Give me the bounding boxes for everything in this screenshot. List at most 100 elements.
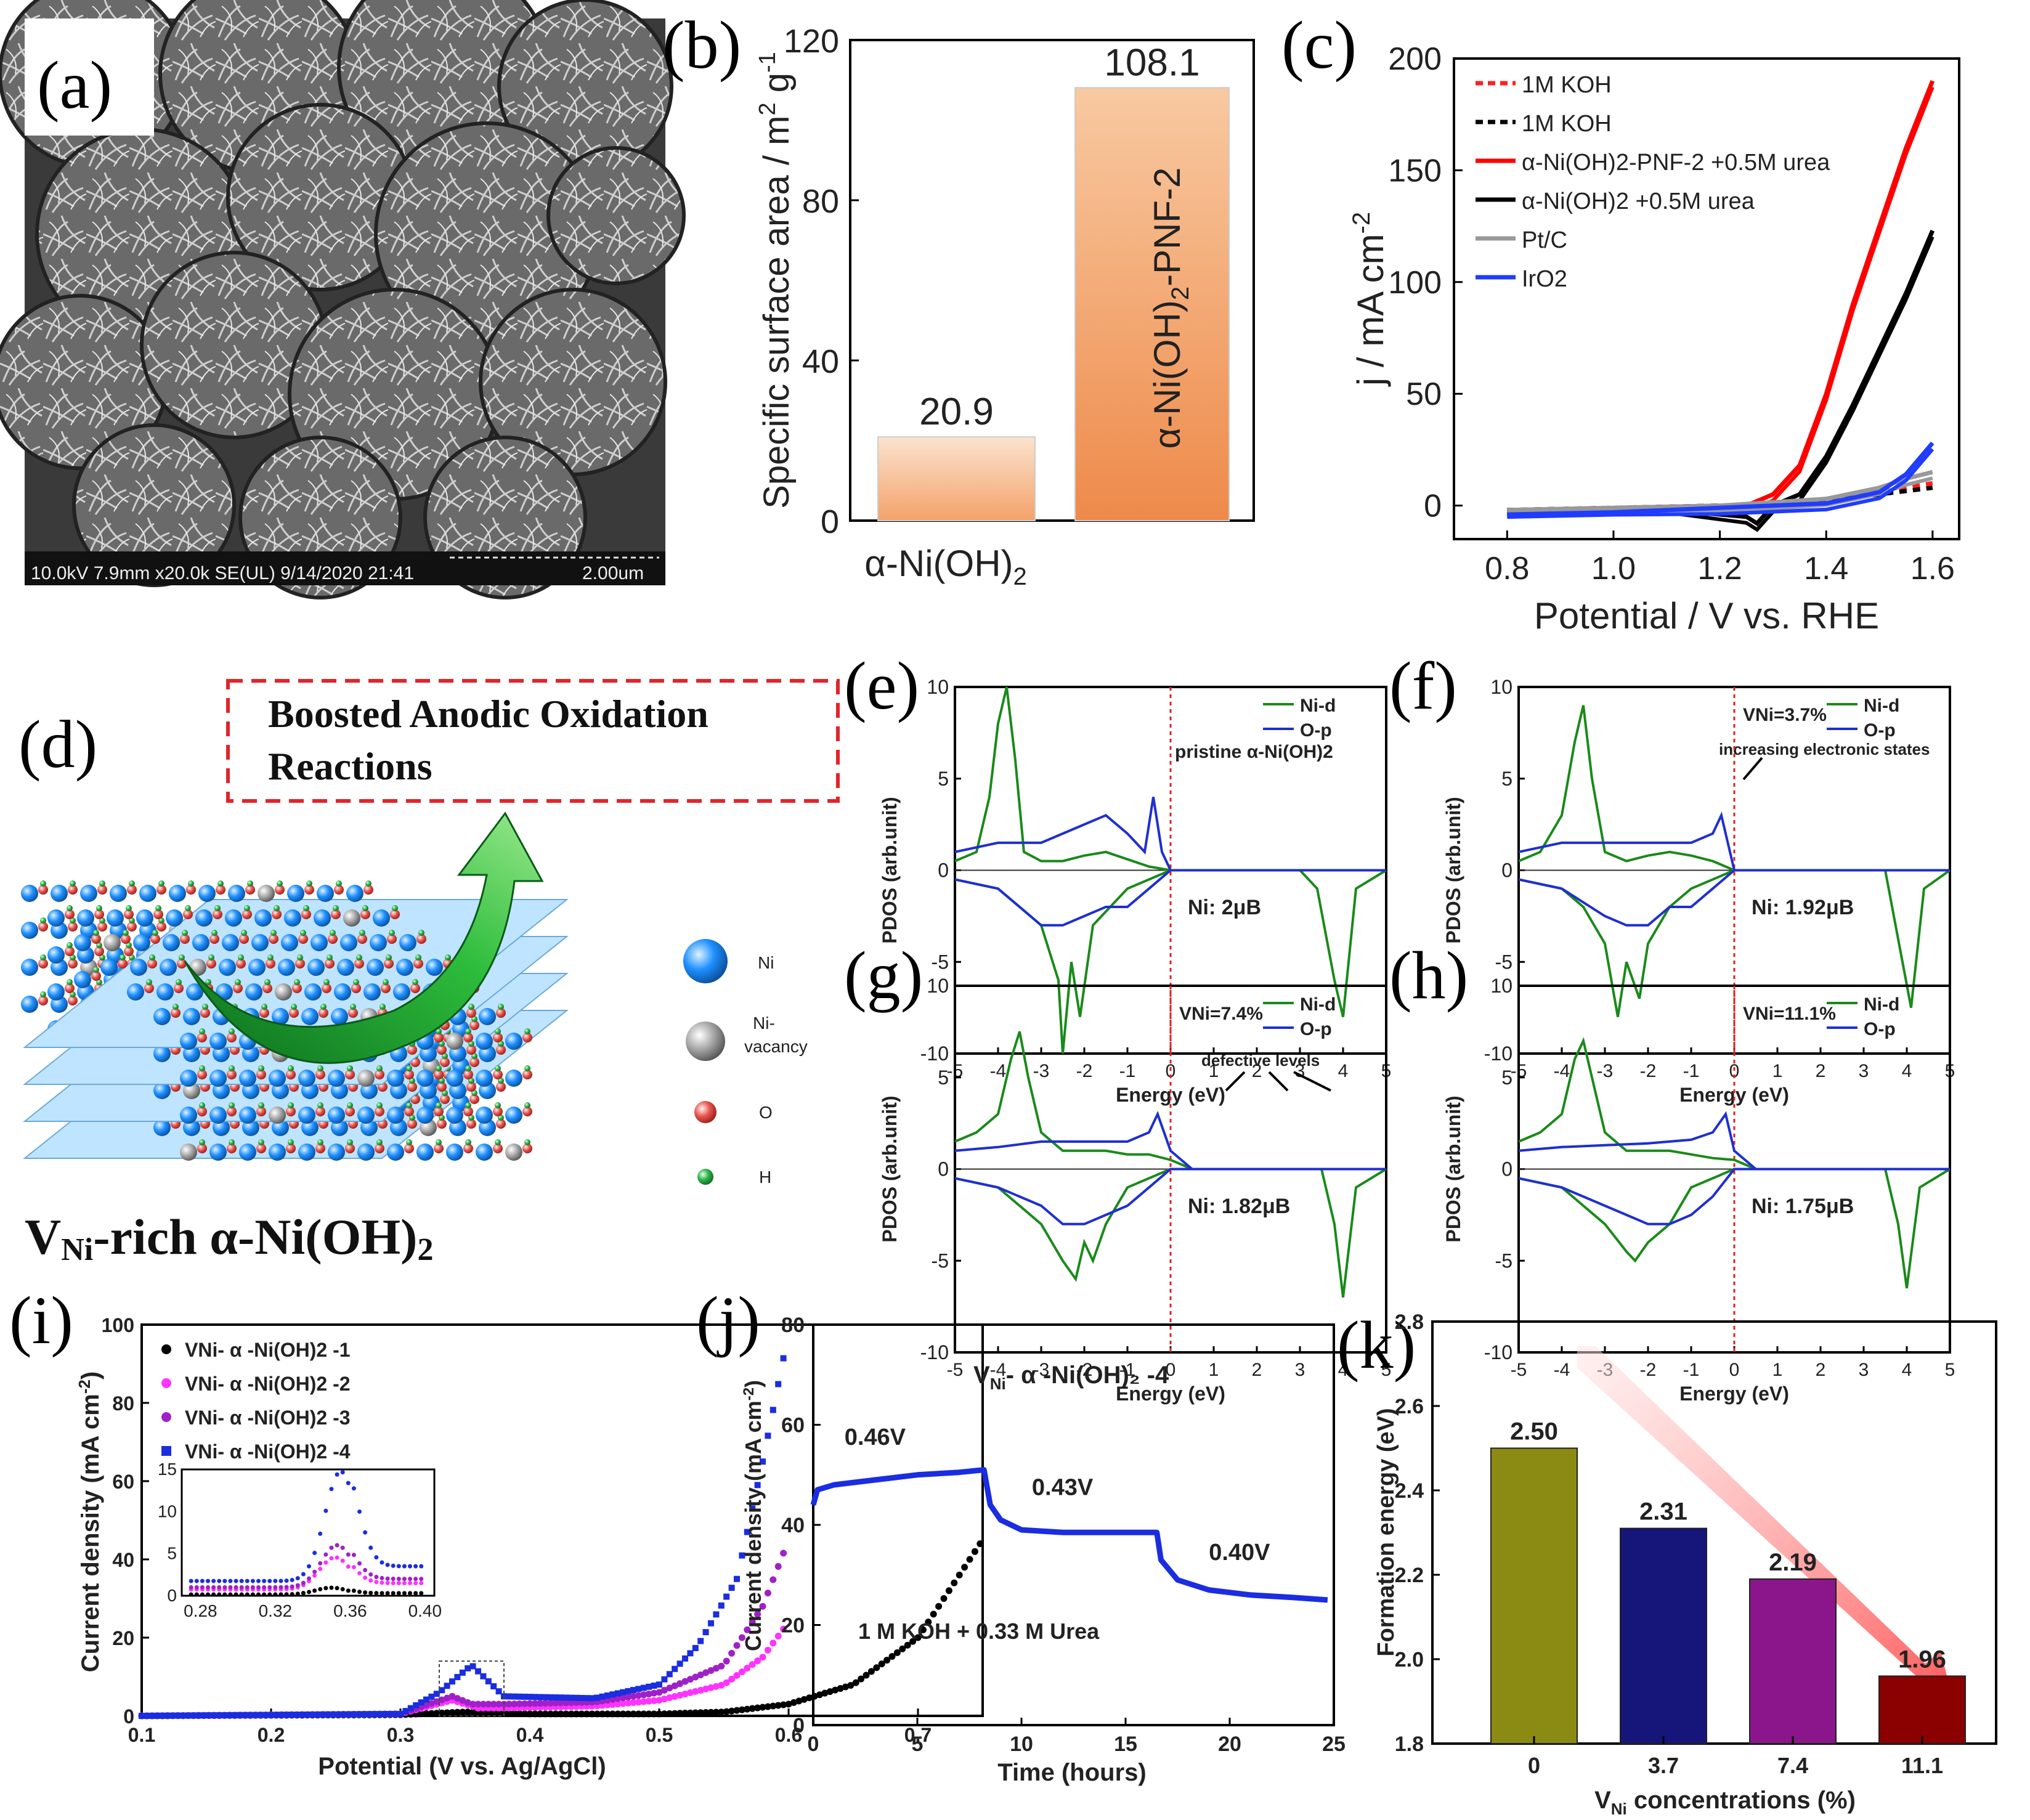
- slab-atom-h: [229, 1139, 235, 1145]
- chart-i-point-0: [888, 1652, 896, 1660]
- chart-c-legend-label-2: α-Ni(OH)2-PNF-2 +0.5M urea: [1522, 150, 1830, 176]
- chart-i-inset-point-2: [250, 1585, 255, 1590]
- slab-atom-h: [258, 1065, 264, 1071]
- slab-atom-o: [469, 1094, 479, 1104]
- chart-i-point-3: [516, 1693, 523, 1700]
- chart-i-inset-point-3: [301, 1572, 306, 1577]
- slab-atom-ni: [153, 1045, 171, 1062]
- slab-atom-h: [297, 954, 303, 961]
- pdos-g-series-3: [954, 1168, 1386, 1225]
- slab-atom-h: [320, 1004, 327, 1010]
- chart-i-point-2: [656, 1689, 663, 1696]
- chart-i-point-3: [283, 1712, 290, 1718]
- pdos-f-xtick-label: 4: [1902, 1061, 1912, 1081]
- chart-c-series-4: [1507, 469, 1933, 513]
- chart-i-point-1: [651, 1697, 658, 1704]
- chart-i-point-0: [956, 1571, 963, 1578]
- chart-i-point-1: [712, 1683, 720, 1690]
- chart-i-inset-point-0: [200, 1592, 205, 1597]
- slab-atom-h: [327, 954, 333, 961]
- slab-atom-ni: [363, 983, 381, 1001]
- slab-atom-h: [40, 991, 46, 997]
- chart-i-point-3: [754, 1482, 761, 1489]
- chart-i-point-3: [542, 1694, 549, 1700]
- slab-atom-o: [153, 909, 163, 919]
- slab-atom-o: [156, 922, 166, 932]
- slab-atom-ni: [192, 934, 209, 951]
- slab-atom-o: [227, 1070, 237, 1079]
- chart-i-point-0: [557, 1710, 564, 1718]
- chart-i-inset-point-2: [346, 1552, 351, 1557]
- slab-atom-ni: [387, 1144, 404, 1161]
- pdos-f-moment: Ni: 1.92μB: [1752, 896, 1854, 919]
- chart-j-ytick-label: 80: [781, 1314, 805, 1337]
- chart-i-xtick-label: 0.5: [646, 1724, 673, 1746]
- slab-atom-o: [437, 1119, 447, 1129]
- slab-atom-ni: [136, 909, 153, 927]
- slab-atom-o: [363, 885, 373, 895]
- chart-i-point-0: [873, 1664, 880, 1672]
- slab-atom-h: [93, 930, 99, 936]
- chart-i-point-2: [438, 1696, 445, 1704]
- chart-i-inset-point-3: [211, 1578, 216, 1583]
- slab-atom-o: [216, 885, 225, 895]
- chart-i-point-3: [371, 1711, 378, 1718]
- chart-b-y-ticks: 0 40 80 120: [784, 23, 859, 540]
- slab-atom-o: [171, 1008, 181, 1018]
- chart-i-inset-point-3: [368, 1545, 373, 1550]
- slab-atom-ni: [426, 959, 443, 976]
- slab-atom-o: [354, 959, 364, 969]
- chart-i-inset-point-2: [307, 1576, 312, 1581]
- slab-atom-vacancy: [446, 1033, 463, 1050]
- pdos-h-ytick-label: -10: [1484, 1341, 1512, 1363]
- reaction-title-line2: Reactions: [268, 744, 432, 788]
- chart-i-point-0: [640, 1710, 648, 1718]
- slab-atom-vacancy: [104, 934, 121, 951]
- slab-atom-ni: [284, 909, 301, 927]
- slab-atom-ni: [195, 909, 213, 927]
- chart-i-inset-point-3: [206, 1578, 211, 1583]
- chart-i-inset-point-3: [391, 1563, 396, 1568]
- chart-i-point-2: [676, 1680, 684, 1688]
- chart-c-ytick-label: 200: [1388, 41, 1442, 77]
- chart-i-point-1: [671, 1693, 678, 1700]
- slab-atom-o: [124, 946, 134, 956]
- chart-i-point-3: [614, 1690, 621, 1697]
- pdos-g-note: VNi=7.4%: [1179, 1004, 1263, 1024]
- pdos-h-xlabel: Energy (eV): [1679, 1383, 1789, 1405]
- slab-atom-ni: [334, 983, 351, 1001]
- slab-atom-o: [437, 1045, 447, 1055]
- pdos-h-moment: Ni: 1.75μB: [1752, 1195, 1854, 1218]
- chart-i-point-3: [159, 1712, 166, 1719]
- chart-i-point-3: [702, 1629, 709, 1636]
- slab-atom-o: [227, 1144, 237, 1153]
- chart-i-point-3: [340, 1711, 347, 1718]
- chart-i-inset-point-0: [368, 1590, 373, 1595]
- chart-i-point-2: [490, 1700, 497, 1708]
- chart-i-inset: [181, 1468, 436, 1597]
- chart-i-inset-point-0: [267, 1592, 272, 1597]
- chart-i-inset-point-1: [396, 1580, 401, 1585]
- pdos-f-annotation: increasing electronic states: [1719, 740, 1930, 758]
- pdos-e-series-1: [954, 797, 1386, 872]
- chart-i-inset-point-2: [290, 1584, 294, 1589]
- pdos-e-ytick-label: 0: [938, 859, 949, 882]
- chart-i-inset-point-3: [357, 1509, 362, 1514]
- chart-b-frame: [849, 39, 1255, 522]
- chart-i-point-0: [842, 1683, 849, 1691]
- chart-i-point-0: [754, 1704, 761, 1712]
- slab-atom-ni: [346, 885, 363, 902]
- chart-b-ylabel: Specific surface area / m2 g-1: [755, 52, 797, 509]
- chart-i-point-0: [863, 1672, 870, 1679]
- slab-atom-o: [256, 1070, 266, 1079]
- chart-i-point-3: [547, 1694, 554, 1700]
- slab-atom-h: [158, 880, 164, 887]
- pdos-e-xtick-label: 0: [1166, 1061, 1176, 1081]
- slab-atom-o: [65, 946, 75, 956]
- chart-i-point-0: [790, 1699, 797, 1706]
- pdos-g-xtick-label: 2: [1252, 1360, 1262, 1380]
- slab-atom-o: [493, 1144, 503, 1153]
- slab-atom-h: [415, 954, 421, 961]
- slab-atom-ni: [476, 1107, 493, 1124]
